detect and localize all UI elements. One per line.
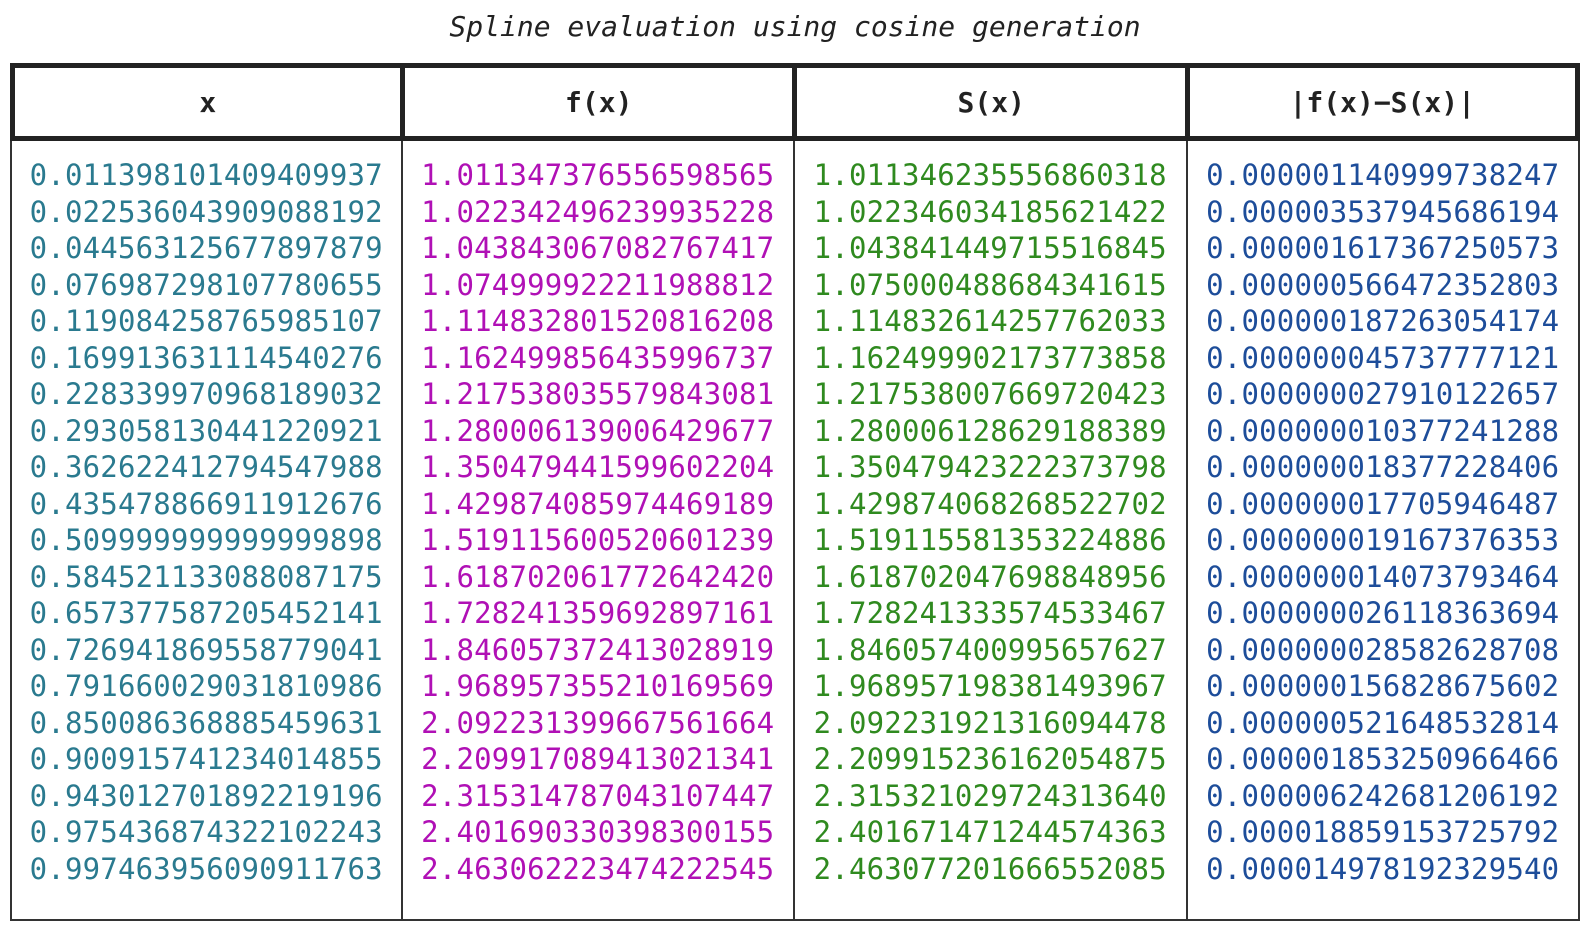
table-cell-x: 0.657377587205452141 <box>29 596 383 630</box>
table-cell-sx: 2.463077201666552085 <box>813 851 1167 886</box>
table-cell-sx: 2.209915236162054875 <box>813 742 1167 776</box>
column-x: x 0.011398101409409937 0.0225360439090881… <box>10 63 403 921</box>
column-header-fx: f(x) <box>399 63 793 141</box>
table-cell-fx: 1.429874085974469189 <box>421 486 775 521</box>
table-cell-err: 0.000001617367250573 <box>1206 231 1560 265</box>
table-cell-x: 0.900915741234014855 <box>29 742 383 776</box>
table-cell-x: 0.169913631114540276 <box>29 340 383 375</box>
table-cell-err: 0.000000017705946487 <box>1206 486 1560 521</box>
table-cell-x: 0.850086368885459631 <box>29 705 383 740</box>
table-cell-fx: 2.209917089413021341 <box>421 742 775 776</box>
table-cell-sx: 1.162499902173773858 <box>813 340 1167 375</box>
column-body-err: 0.000001140999738247 0.000003537945686194… <box>1187 141 1578 921</box>
column-body-fx: 1.011347376556598565 1.022342496239935228… <box>402 141 793 921</box>
table-cell-x: 0.726941869558779041 <box>29 632 383 667</box>
table-cell-sx: 1.968957198381493967 <box>813 669 1167 703</box>
table-cell-x: 0.975436874322102243 <box>29 815 383 849</box>
table-cell-fx: 1.162499856435996737 <box>421 340 775 375</box>
table-cell-sx: 2.315321029724313640 <box>813 778 1167 813</box>
table-cell-err: 0.000001140999738247 <box>1206 158 1560 192</box>
table-cell-err: 0.000018859153725792 <box>1206 815 1560 849</box>
column-fx: f(x) 1.011347376556598565 1.0223424962399… <box>399 63 795 921</box>
table-cell-err: 0.000000521648532814 <box>1206 705 1560 740</box>
table-cell-err: 0.000000018377228406 <box>1206 450 1560 484</box>
table-cell-sx: 1.280006128629188389 <box>813 413 1167 448</box>
table-cell-x: 0.022536043909088192 <box>29 194 383 229</box>
table-cell-sx: 1.043841449715516845 <box>813 231 1167 265</box>
column-header-x: x <box>10 63 401 141</box>
table-cell-x: 0.943012701892219196 <box>29 778 383 813</box>
column-sx: S(x) 1.011346235556860318 1.0223460341856… <box>792 63 1188 921</box>
column-body-sx: 1.011346235556860318 1.022346034185621422… <box>795 141 1186 921</box>
table-cell-fx: 1.074999922211988812 <box>421 267 775 302</box>
table-cell-fx: 1.022342496239935228 <box>421 194 775 229</box>
table-cell-err: 0.000003537945686194 <box>1206 194 1560 229</box>
table-cell-sx: 1.022346034185621422 <box>813 194 1167 229</box>
column-body-x: 0.011398101409409937 0.022536043909088192… <box>12 141 401 921</box>
table-cell-fx: 2.463062223474222545 <box>421 851 775 886</box>
table-cell-fx: 1.280006139006429677 <box>421 413 775 448</box>
table-cell-err: 0.000000566472352803 <box>1206 267 1560 302</box>
table-cell-sx: 1.728241333574533467 <box>813 596 1167 630</box>
table-cell-fx: 1.618702061772642420 <box>421 559 775 594</box>
table-cell-err: 0.000001853250966466 <box>1206 742 1560 776</box>
table-cell-fx: 1.217538035579843081 <box>421 377 775 411</box>
table-cell-err: 0.000000026118363694 <box>1206 596 1560 630</box>
column-err: |f(x)−S(x)| 0.000001140999738247 0.000003… <box>1184 63 1580 921</box>
table-cell-sx: 1.114832614257762033 <box>813 304 1167 338</box>
table-cell-fx: 2.401690330398300155 <box>421 815 775 849</box>
table-cell-x: 0.997463956090911763 <box>29 851 383 886</box>
table-cell-sx: 1.217538007669720423 <box>813 377 1167 411</box>
table-title: Spline evaluation using cosine generatio… <box>449 10 1141 43</box>
table-cell-err: 0.000006242681206192 <box>1206 778 1560 813</box>
table-cell-err: 0.000000014073793464 <box>1206 559 1560 594</box>
table-cell-fx: 1.968957355210169569 <box>421 669 775 703</box>
table-cell-x: 0.435478866911912676 <box>29 486 383 521</box>
table-cell-sx: 1.519115581353224886 <box>813 523 1167 557</box>
table-cell-x: 0.228339970968189032 <box>29 377 383 411</box>
table-cell-fx: 1.350479441599602204 <box>421 450 775 484</box>
table-cell-fx: 1.728241359692897161 <box>421 596 775 630</box>
table-cell-x: 0.076987298107780655 <box>29 267 383 302</box>
table-cell-sx: 1.075000488684341615 <box>813 267 1167 302</box>
table-cell-fx: 2.092231399667561664 <box>421 705 775 740</box>
table-cell-x: 0.293058130441220921 <box>29 413 383 448</box>
table-cell-err: 0.000000045737777121 <box>1206 340 1560 375</box>
table-cell-sx: 1.350479423222373798 <box>813 450 1167 484</box>
table-cell-fx: 1.519115600520601239 <box>421 523 775 557</box>
table-cell-err: 0.000000187263054174 <box>1206 304 1560 338</box>
table-cell-err: 0.000000156828675602 <box>1206 669 1560 703</box>
table-cell-err: 0.000000019167376353 <box>1206 523 1560 557</box>
table-cell-fx: 1.846057372413028919 <box>421 632 775 667</box>
table-cell-x: 0.791660029031810986 <box>29 669 383 703</box>
table-cell-err: 0.000014978192329540 <box>1206 851 1560 886</box>
table-cell-err: 0.000000027910122657 <box>1206 377 1560 411</box>
table-cell-sx: 1.846057400995657627 <box>813 632 1167 667</box>
table-cell-sx: 1.011346235556860318 <box>813 158 1167 192</box>
table-cell-sx: 2.092231921316094478 <box>813 705 1167 740</box>
table-cell-sx: 1.618702047698848956 <box>813 559 1167 594</box>
table-cell-x: 0.119084258765985107 <box>29 304 383 338</box>
table-cell-x: 0.584521133088087175 <box>29 559 383 594</box>
table-cell-x: 0.509999999999999898 <box>29 523 383 557</box>
table-cell-sx: 2.401671471244574363 <box>813 815 1167 849</box>
data-table: x 0.011398101409409937 0.0225360439090881… <box>10 63 1580 921</box>
table-cell-x: 0.044563125677897879 <box>29 231 383 265</box>
table-cell-err: 0.000000028582628708 <box>1206 632 1560 667</box>
table-cell-fx: 1.043843067082767417 <box>421 231 775 265</box>
table-cell-x: 0.011398101409409937 <box>29 158 383 192</box>
table-cell-fx: 1.011347376556598565 <box>421 158 775 192</box>
table-cell-sx: 1.429874068268522702 <box>813 486 1167 521</box>
table-cell-x: 0.362622412794547988 <box>29 450 383 484</box>
table-cell-err: 0.000000010377241288 <box>1206 413 1560 448</box>
table-cell-fx: 1.114832801520816208 <box>421 304 775 338</box>
column-header-err: |f(x)−S(x)| <box>1184 63 1580 141</box>
table-cell-fx: 2.315314787043107447 <box>421 778 775 813</box>
column-header-sx: S(x) <box>792 63 1186 141</box>
